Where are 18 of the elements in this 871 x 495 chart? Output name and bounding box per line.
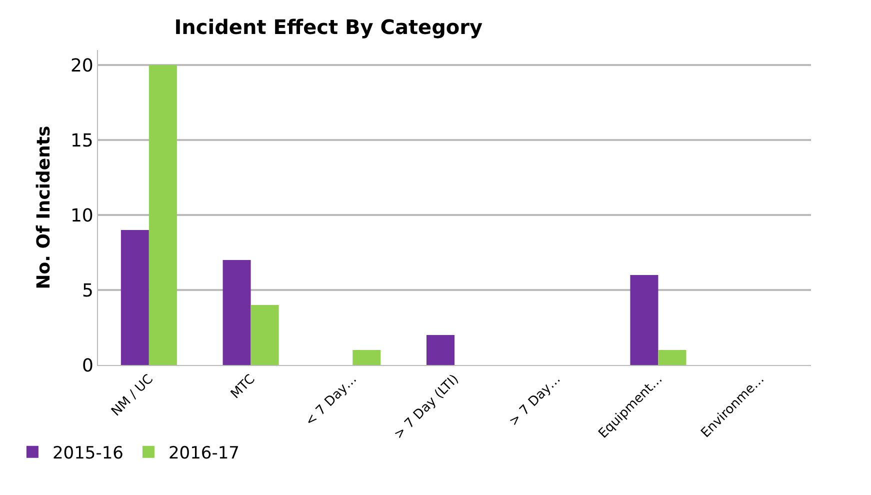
y-tick-label: 15	[70, 130, 94, 152]
y-axis-title: No. Of Incidents	[34, 126, 55, 290]
y-tick-label: 0	[82, 355, 94, 376]
y-tick-label: 5	[82, 280, 94, 302]
chart-title: Incident Effect By Category	[174, 14, 483, 39]
x-tick-label: NM / UC	[108, 372, 156, 420]
legend-label: 2015-16	[52, 443, 124, 464]
y-tick-label: 20	[70, 55, 94, 76]
bar	[352, 350, 381, 365]
bar	[222, 260, 251, 365]
bar	[426, 335, 454, 365]
y-tick-label: 10	[70, 205, 94, 226]
bar	[120, 230, 149, 365]
legend-label: 2016-17	[168, 443, 240, 464]
bar	[658, 350, 686, 365]
bar	[148, 65, 177, 365]
bar	[630, 275, 658, 365]
bar	[250, 305, 279, 365]
